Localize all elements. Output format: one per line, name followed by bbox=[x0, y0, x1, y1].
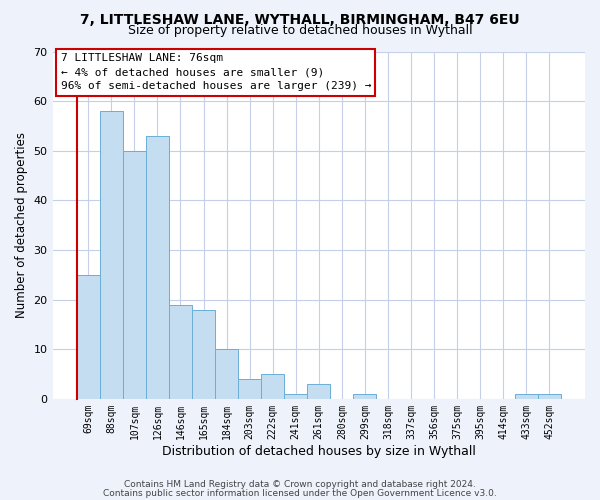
Text: 7 LITTLESHAW LANE: 76sqm
← 4% of detached houses are smaller (9)
96% of semi-det: 7 LITTLESHAW LANE: 76sqm ← 4% of detache… bbox=[61, 53, 371, 91]
Bar bbox=[192, 310, 215, 399]
Bar bbox=[353, 394, 376, 399]
Bar bbox=[515, 394, 538, 399]
Bar bbox=[238, 379, 261, 399]
Bar bbox=[169, 304, 192, 399]
Text: Contains HM Land Registry data © Crown copyright and database right 2024.: Contains HM Land Registry data © Crown c… bbox=[124, 480, 476, 489]
Bar bbox=[284, 394, 307, 399]
Bar bbox=[215, 349, 238, 399]
X-axis label: Distribution of detached houses by size in Wythall: Distribution of detached houses by size … bbox=[162, 444, 476, 458]
Bar bbox=[146, 136, 169, 399]
Bar bbox=[261, 374, 284, 399]
Bar bbox=[77, 275, 100, 399]
Bar bbox=[538, 394, 561, 399]
Text: Size of property relative to detached houses in Wythall: Size of property relative to detached ho… bbox=[128, 24, 472, 37]
Text: Contains public sector information licensed under the Open Government Licence v3: Contains public sector information licen… bbox=[103, 488, 497, 498]
Bar bbox=[123, 150, 146, 399]
Text: 7, LITTLESHAW LANE, WYTHALL, BIRMINGHAM, B47 6EU: 7, LITTLESHAW LANE, WYTHALL, BIRMINGHAM,… bbox=[80, 12, 520, 26]
Bar bbox=[100, 111, 123, 399]
Y-axis label: Number of detached properties: Number of detached properties bbox=[15, 132, 28, 318]
Bar bbox=[307, 384, 330, 399]
